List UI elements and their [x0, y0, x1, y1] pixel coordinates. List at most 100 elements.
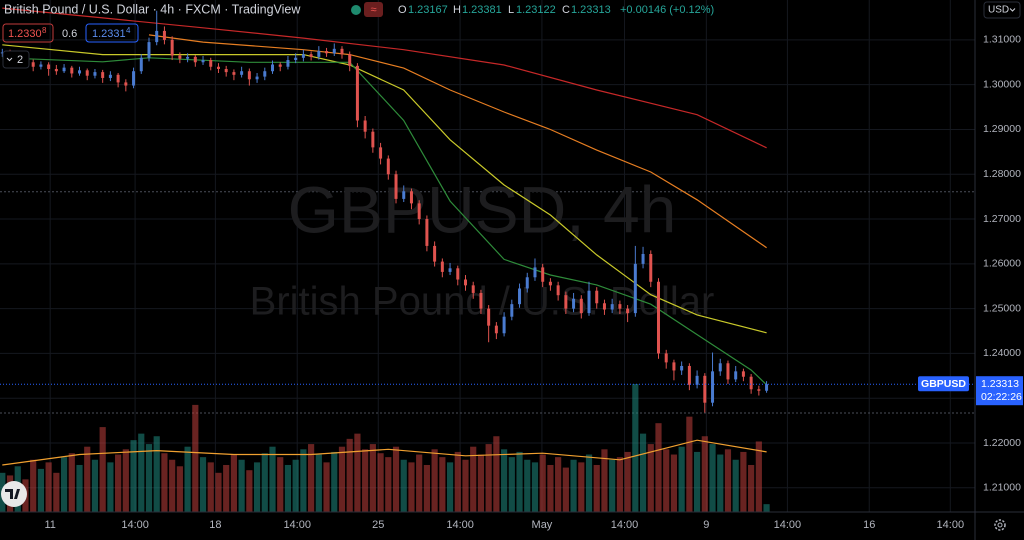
moving-average: [148, 34, 767, 249]
volume-bar: [331, 451, 338, 512]
y-tick-label: 1.30000: [983, 78, 1021, 90]
x-tick-label: 25: [372, 519, 384, 531]
volume-bar: [755, 441, 762, 512]
ohlc-label: L: [508, 4, 514, 16]
moving-average: [2, 7, 767, 149]
x-tick-label: 14:00: [121, 519, 149, 531]
candle-body: [309, 54, 313, 57]
ohlc-value: 1.23122: [516, 4, 556, 16]
spread: 0.6: [62, 28, 77, 40]
volume-bar: [748, 464, 755, 512]
volume-bar: [601, 449, 608, 512]
marks-layer: [0, 7, 975, 512]
volume-bar: [91, 459, 99, 512]
candle-body: [680, 365, 684, 371]
candle-body: [633, 263, 637, 314]
candle-body: [502, 316, 506, 334]
candle-body: [193, 56, 197, 63]
candle-body: [456, 268, 460, 280]
volume-bar: [207, 462, 214, 512]
candle-body: [209, 60, 213, 67]
tv-logo[interactable]: [1, 481, 27, 507]
candle-body: [525, 277, 529, 289]
candle-body: [587, 290, 591, 314]
candle-body: [294, 57, 298, 61]
ask-price: 1.2331: [92, 28, 126, 40]
volume-bar: [524, 459, 531, 512]
candle-body: [301, 54, 305, 58]
volume-bar: [701, 436, 708, 512]
candle-body: [232, 72, 236, 75]
candle-body: [93, 72, 97, 76]
y-tick-label: 1.21000: [983, 482, 1021, 494]
indicator-count: 2: [17, 54, 23, 66]
candle-body: [726, 363, 730, 380]
candle-body: [78, 70, 82, 74]
indicators-toggle[interactable]: [2, 50, 30, 69]
candle-body: [348, 54, 352, 66]
candle-body: [340, 48, 344, 55]
volume-bar: [531, 462, 539, 512]
candle-body: [556, 285, 560, 296]
candle-body: [656, 281, 660, 354]
candle-body: [610, 304, 614, 310]
volume-bar: [238, 459, 245, 512]
last-price-bg: [976, 376, 1023, 406]
candle-body: [247, 71, 251, 80]
volume-bar: [624, 451, 631, 512]
candle-body: [548, 281, 552, 286]
candle-body: [363, 120, 367, 132]
candle-body: [749, 376, 753, 390]
candle-body: [510, 304, 514, 317]
volume-bar: [223, 464, 230, 512]
volume-bar: [192, 404, 199, 512]
volume-bar: [462, 459, 469, 512]
candle-body: [664, 353, 668, 363]
candle-body: [139, 57, 143, 72]
candle-body: [124, 82, 128, 86]
buy-button[interactable]: [85, 23, 139, 43]
status-badge[interactable]: [364, 2, 383, 17]
change: +0.00146 (+0.12%): [620, 4, 714, 16]
candle-body: [108, 74, 112, 78]
volume-bar: [740, 451, 747, 512]
volume-bar: [709, 444, 716, 512]
candle-body: [448, 268, 452, 272]
candle-body: [564, 295, 568, 309]
volume-bar: [508, 457, 515, 512]
candle-body: [255, 76, 259, 80]
volume-bar: [284, 464, 292, 512]
volume-bar: [215, 472, 222, 512]
volume-bar: [539, 454, 546, 512]
candle-body: [711, 371, 715, 403]
volume-bar: [30, 459, 37, 512]
volume-bar: [292, 459, 299, 512]
volume-bar: [616, 457, 623, 512]
last-price-label: 1.23313: [981, 378, 1019, 390]
volume-bar: [562, 467, 569, 512]
price-labels: 1.210001.220001.230001.240001.250001.260…: [44, 34, 1023, 531]
ohlc-label: C: [562, 4, 570, 16]
ohlc-legend: O 1.23167 H 1.23381 L 1.23122 C 1.23313 +0.00146…: [398, 4, 714, 16]
volume-bar: [261, 453, 268, 512]
volume-bar: [130, 440, 137, 512]
symbol-label: GBPUSD: [921, 378, 966, 390]
ohlc-value: 1.23313: [571, 4, 611, 16]
candle-body: [494, 325, 498, 334]
volume-bar: [153, 436, 160, 512]
volume-bar: [107, 462, 114, 512]
currency-dropdown[interactable]: [983, 1, 1021, 19]
settings-button[interactable]: [994, 519, 1006, 531]
volume-bar: [37, 468, 45, 512]
sell-button[interactable]: [2, 23, 54, 43]
volume-bar: [138, 433, 145, 512]
candle-body: [101, 72, 105, 78]
candle-body: [39, 64, 43, 67]
candle-body: [62, 67, 66, 72]
volume-bar: [732, 459, 739, 512]
volume-bar: [578, 462, 585, 512]
market-status[interactable]: [351, 5, 361, 15]
candle-body: [371, 131, 375, 148]
candle-body: [379, 147, 383, 159]
